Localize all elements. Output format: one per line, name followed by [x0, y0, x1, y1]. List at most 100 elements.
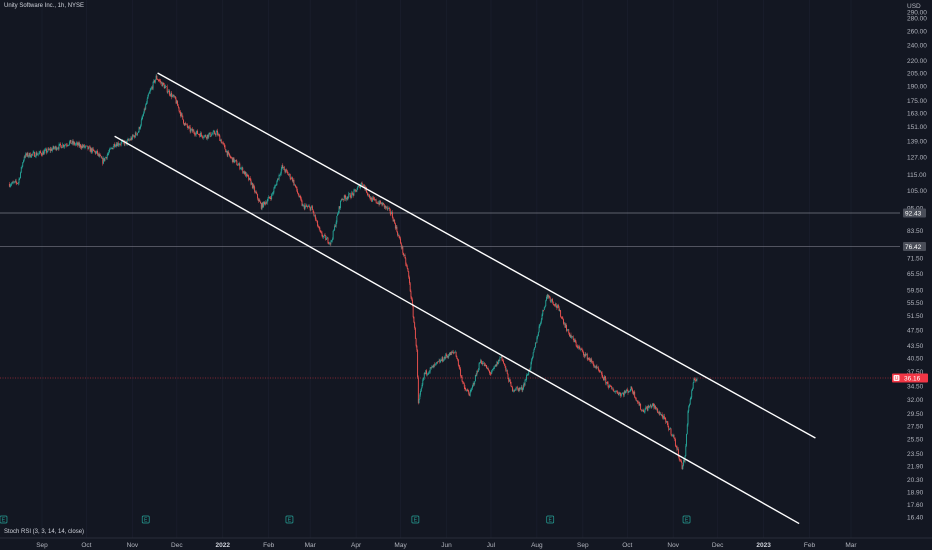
candle-body	[450, 352, 452, 356]
svg-text:E: E	[144, 518, 148, 524]
candle-body	[256, 193, 258, 195]
currency-label: USD	[907, 3, 921, 10]
candle-body	[15, 180, 17, 183]
candle-body	[286, 169, 287, 171]
candle-body	[640, 409, 642, 411]
candle-body	[609, 385, 610, 388]
candle-body	[618, 392, 620, 396]
candle-body	[54, 146, 56, 148]
candle-body	[565, 325, 567, 328]
candle-body	[643, 410, 645, 413]
candle-body	[388, 208, 390, 209]
candle-body	[331, 240, 333, 242]
candle-body	[400, 238, 402, 244]
candle-body	[455, 351, 457, 357]
candle-body	[151, 87, 153, 89]
candle-body	[658, 412, 660, 414]
time-tick-label: Feb	[804, 542, 816, 549]
price-tick-label: 25.50	[907, 437, 924, 444]
price-tick-label: 83.50	[907, 228, 924, 235]
candle-body	[200, 132, 202, 136]
candle-body	[695, 380, 697, 382]
candle-body	[509, 379, 510, 382]
earnings-marker[interactable]: E	[546, 515, 555, 524]
candle-body	[473, 383, 475, 385]
candle-body	[644, 409, 646, 412]
candle-body	[471, 385, 473, 389]
candle-body	[541, 314, 543, 320]
candle-body	[304, 206, 306, 209]
candle-body	[325, 235, 327, 240]
candle-body	[460, 369, 462, 376]
trendline-upper-channel[interactable]	[157, 72, 816, 439]
candle-body	[447, 356, 449, 358]
candle-body	[401, 246, 403, 248]
earnings-marker[interactable]: E	[411, 515, 420, 524]
candle-body	[354, 189, 356, 191]
candle-body	[340, 200, 342, 208]
candle-body	[108, 151, 110, 154]
candle-body	[11, 181, 13, 184]
trendline-group[interactable]	[114, 72, 816, 525]
candle-body	[100, 155, 101, 157]
candle-body	[130, 137, 132, 141]
candle-body	[649, 406, 650, 408]
candle-body	[611, 388, 613, 390]
candle-body	[657, 412, 659, 414]
candle-body	[163, 82, 164, 85]
candle-body	[442, 357, 444, 362]
earnings-marker[interactable]: E	[0, 515, 8, 524]
candle-body	[205, 135, 207, 138]
candle-body	[296, 186, 298, 191]
time-axis[interactable]: Sep Oct Nov Dec 2022 Feb Mar Apr May Jun Jul Aug Sep…	[36, 542, 857, 549]
candle-body	[28, 153, 30, 156]
candle-body	[77, 142, 79, 146]
candle-body	[469, 393, 470, 396]
candle-body	[378, 202, 380, 205]
price-tick-label: 34.50	[907, 384, 924, 391]
candle-body	[680, 460, 682, 462]
earnings-marker[interactable]: E	[141, 515, 150, 524]
candle-body	[291, 177, 293, 182]
candle-body	[97, 150, 99, 155]
candle-body	[369, 194, 370, 198]
candle-body	[579, 347, 581, 350]
candle-body	[370, 197, 372, 200]
candle-body	[339, 206, 341, 208]
candle-body	[481, 362, 483, 365]
candle-body	[505, 366, 507, 371]
price-tick-label: 16.40	[907, 514, 924, 521]
candle-body	[474, 375, 476, 382]
candle-body	[266, 200, 268, 204]
candle-body	[206, 137, 207, 139]
candle-body	[350, 197, 352, 198]
price-tick-label: 151.00	[907, 124, 927, 131]
candle-body	[311, 206, 313, 208]
candle-body	[21, 166, 23, 168]
candle-body	[437, 361, 439, 363]
candle-body	[374, 198, 376, 201]
candle-body	[622, 393, 624, 394]
candle-body	[637, 402, 639, 404]
candle-body	[408, 271, 410, 278]
earnings-marker[interactable]: E	[682, 515, 691, 524]
candle-body	[380, 200, 382, 204]
candle-body	[460, 375, 462, 377]
level-price-tag: 76.42	[903, 241, 926, 251]
candle-body	[193, 130, 195, 133]
candle-body	[84, 146, 86, 148]
candle-body	[553, 304, 555, 306]
candle-body	[311, 206, 313, 210]
candle-body	[594, 366, 596, 368]
candle-body	[696, 378, 698, 381]
trendline-lower-channel[interactable]	[114, 135, 800, 525]
candle-body	[209, 132, 211, 137]
candle-body	[68, 144, 70, 146]
earnings-marker[interactable]: E	[285, 515, 294, 524]
candle-body	[543, 309, 545, 311]
candle-body	[268, 196, 270, 199]
candle-body	[380, 203, 382, 204]
